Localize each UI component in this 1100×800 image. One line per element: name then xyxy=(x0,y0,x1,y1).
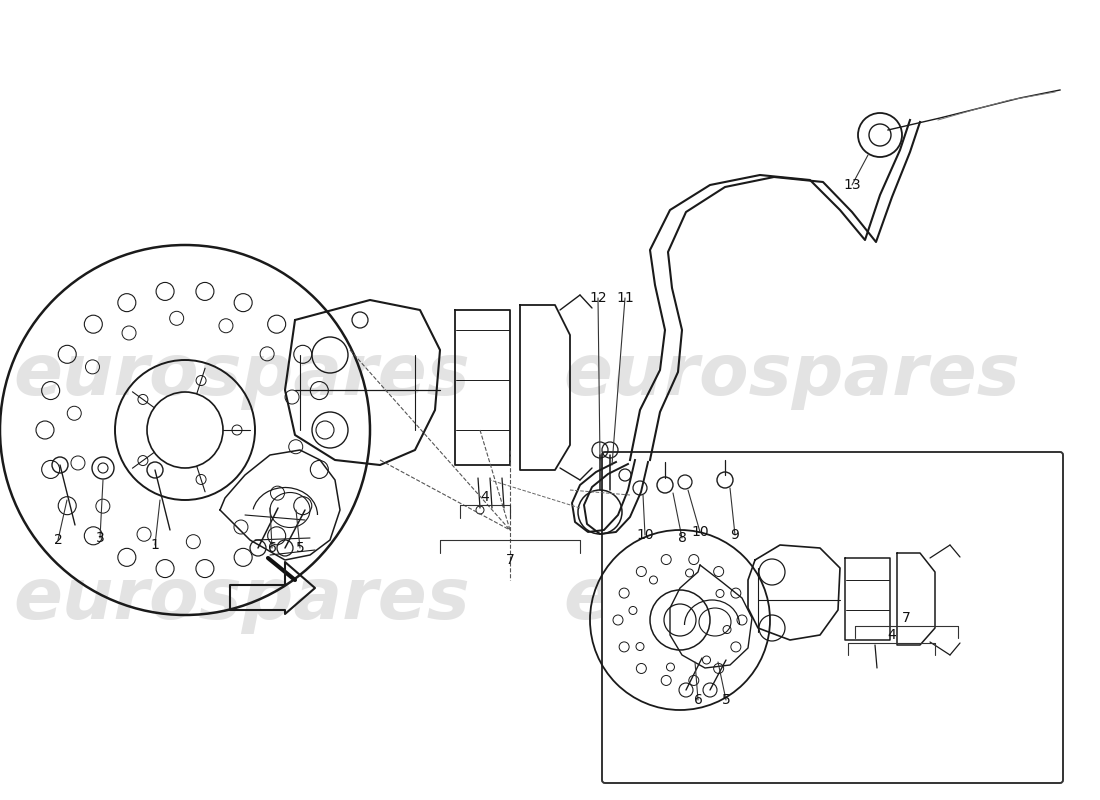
Text: 4: 4 xyxy=(481,490,490,504)
Text: eurospares: eurospares xyxy=(13,342,471,410)
Text: 6: 6 xyxy=(694,693,703,707)
FancyBboxPatch shape xyxy=(602,452,1063,783)
Text: 7: 7 xyxy=(902,611,911,625)
Text: 5: 5 xyxy=(296,541,305,555)
Text: 9: 9 xyxy=(730,528,739,542)
Text: eurospares: eurospares xyxy=(563,566,1021,634)
Text: 5: 5 xyxy=(722,693,730,707)
Text: 10: 10 xyxy=(691,525,708,539)
Text: 10: 10 xyxy=(636,528,653,542)
Text: eurospares: eurospares xyxy=(563,342,1021,410)
Text: 2: 2 xyxy=(54,533,63,547)
Text: 8: 8 xyxy=(678,531,686,545)
Text: 3: 3 xyxy=(96,531,104,545)
Text: 6: 6 xyxy=(267,541,276,555)
Text: eurospares: eurospares xyxy=(13,566,471,634)
Text: 1: 1 xyxy=(151,538,160,552)
Text: 7: 7 xyxy=(506,553,515,567)
Text: 13: 13 xyxy=(844,178,861,192)
Text: 11: 11 xyxy=(616,291,634,305)
Text: 12: 12 xyxy=(590,291,607,305)
Text: 4: 4 xyxy=(888,628,896,642)
